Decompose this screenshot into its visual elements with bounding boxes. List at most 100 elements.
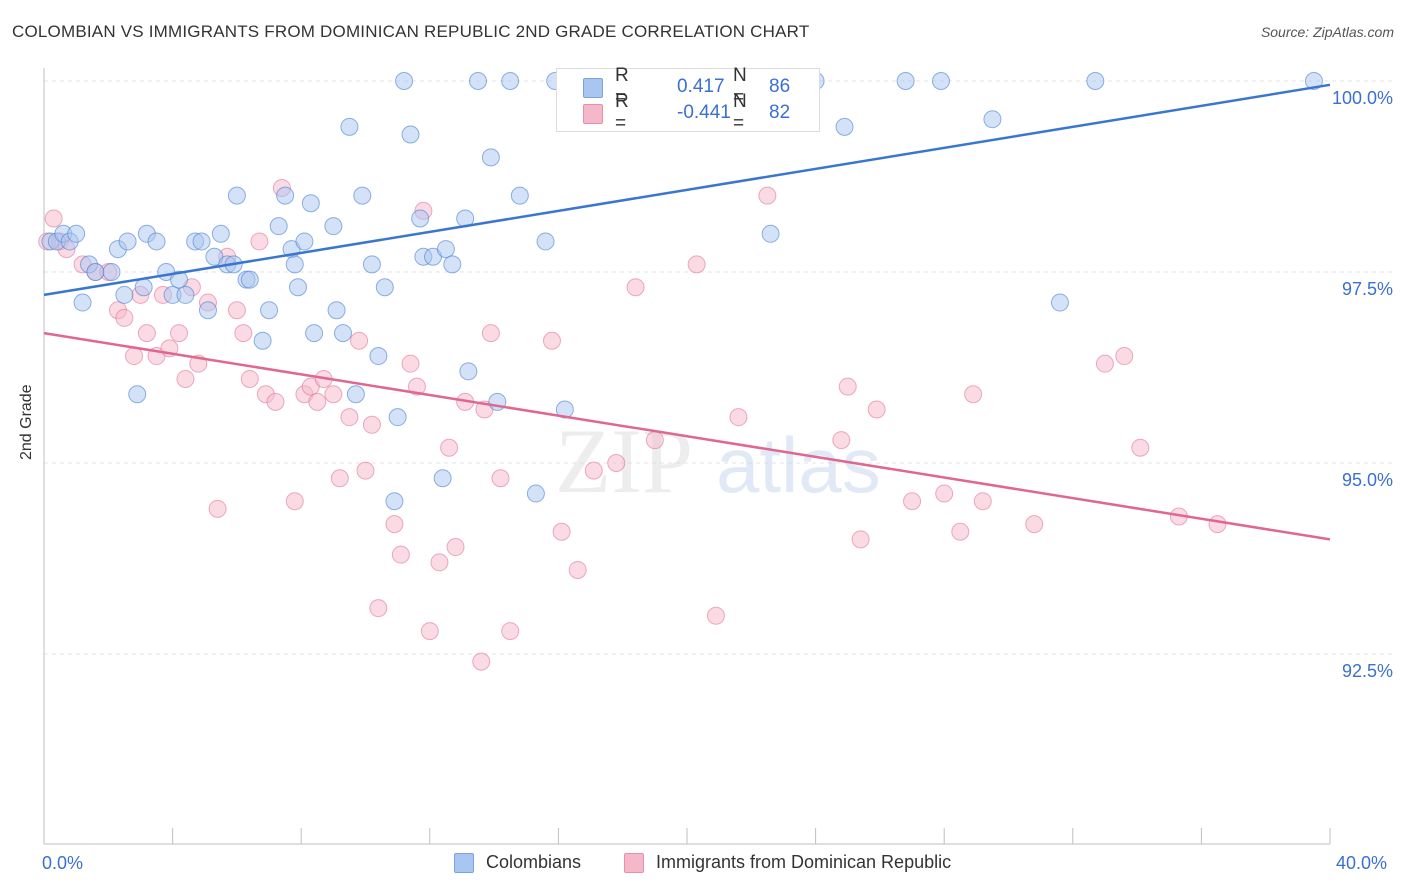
dominican-point: [350, 331, 369, 350]
dominican-point: [481, 324, 500, 343]
dominican-trend-line: [43, 331, 1331, 541]
x-min-label: 0.0%: [42, 853, 84, 873]
colombian-point: [411, 209, 430, 228]
colombian-point: [260, 301, 279, 320]
colombian-point: [401, 125, 420, 144]
legend-item-colombians[interactable]: Colombians: [454, 852, 581, 873]
dominican-point: [356, 461, 375, 480]
colombian-point: [211, 224, 230, 243]
dominican-point: [1095, 354, 1114, 373]
dominican-point: [626, 278, 645, 297]
dominican-point: [552, 522, 571, 541]
dominican-point: [340, 408, 359, 427]
y-tick-label: 95.0%: [1342, 470, 1393, 490]
dominican-point: [491, 469, 510, 488]
dominican-point: [607, 454, 626, 472]
dominican-point: [240, 369, 259, 388]
colombian-point: [227, 186, 246, 205]
colombian-point: [333, 324, 352, 343]
colombian-point: [340, 117, 359, 136]
colombians-swatch: [583, 78, 603, 98]
dominican-legend-swatch: [624, 852, 644, 873]
dominican-point: [250, 232, 269, 251]
n-value: 86: [769, 76, 791, 97]
colombian-point: [115, 285, 134, 304]
dominican-point: [234, 324, 253, 343]
colombian-point: [536, 232, 555, 251]
colombian-point: [1086, 72, 1105, 90]
dominican-point: [1115, 347, 1134, 366]
watermark-atlas: atlas: [716, 421, 881, 509]
series-legend: Colombians Immigrants from Dominican Rep…: [0, 850, 1406, 878]
colombian-point: [510, 186, 529, 205]
dominican-point: [285, 492, 304, 511]
colombian-point: [761, 224, 780, 243]
dominican-point: [208, 499, 227, 518]
colombian-point: [295, 232, 314, 251]
dominican-point: [446, 538, 465, 557]
dominican-point: [568, 560, 587, 579]
dominican-point: [137, 324, 156, 343]
dominican-point: [330, 469, 349, 488]
dominican-point: [542, 331, 561, 350]
dominican-point: [176, 369, 195, 388]
colombian-point: [170, 270, 189, 289]
colombian-point: [433, 469, 452, 488]
colombian-points: [41, 72, 1323, 511]
colombian-point: [375, 278, 394, 297]
colombian-point: [362, 255, 381, 274]
dominican-point: [420, 622, 439, 641]
colombian-point: [118, 232, 137, 251]
dominican-point: [407, 377, 426, 396]
dominican-point: [170, 324, 189, 343]
r-value: -0.441: [677, 102, 731, 123]
colombians-legend-swatch: [454, 852, 474, 873]
dominican-point: [401, 354, 420, 373]
colombian-point: [288, 278, 307, 297]
colombian-point: [469, 72, 488, 90]
colombian-point: [102, 263, 121, 281]
legend-item-dominican[interactable]: Immigrants from Dominican Republic: [624, 852, 951, 873]
correlation-legend: R = 0.417 N = 86 R = -0.441 N = 82: [556, 65, 820, 134]
chart-source: Source: ZipAtlas.com: [1260, 24, 1394, 40]
colombian-point: [896, 72, 915, 90]
colombian-point: [176, 285, 195, 304]
colombian-point: [324, 217, 343, 236]
colombian-point: [501, 72, 520, 90]
dominican-swatch: [583, 104, 603, 124]
dominican-point: [472, 652, 491, 671]
dominican-point: [867, 400, 886, 419]
dominican-point: [440, 438, 459, 457]
trend-lines: [43, 83, 1331, 541]
colombian-point: [481, 148, 500, 167]
dominican-point: [687, 255, 706, 274]
dominican-point: [227, 301, 246, 320]
dominican-point: [324, 385, 343, 404]
dominican-point: [385, 515, 404, 534]
dominican-point: [903, 492, 922, 511]
colombian-point: [73, 293, 92, 312]
colombian-point: [395, 72, 414, 90]
r-label: R =: [615, 65, 629, 108]
n-label: N =: [733, 65, 747, 108]
dominican-point: [645, 431, 664, 450]
colombian-point: [443, 255, 462, 274]
r-value: 0.417: [677, 76, 725, 97]
dominican-point: [832, 431, 851, 450]
colombian-point: [931, 72, 950, 90]
colombian-point: [285, 255, 304, 274]
colombian-point: [128, 385, 147, 404]
colombian-point: [301, 194, 320, 213]
y-tick-label: 100.0%: [1332, 88, 1393, 108]
colombian-point: [147, 232, 166, 251]
colombian-point: [192, 232, 211, 251]
dominican-point: [44, 209, 63, 228]
r-label: R =: [615, 91, 629, 134]
colombians-legend-label: Colombians: [486, 852, 582, 872]
dominican-legend-label: Immigrants from Dominican Republic: [656, 852, 952, 872]
n-label: N =: [733, 91, 747, 134]
colombian-point: [134, 278, 153, 297]
dominican-point: [1131, 438, 1150, 457]
dominican-point: [706, 606, 725, 625]
